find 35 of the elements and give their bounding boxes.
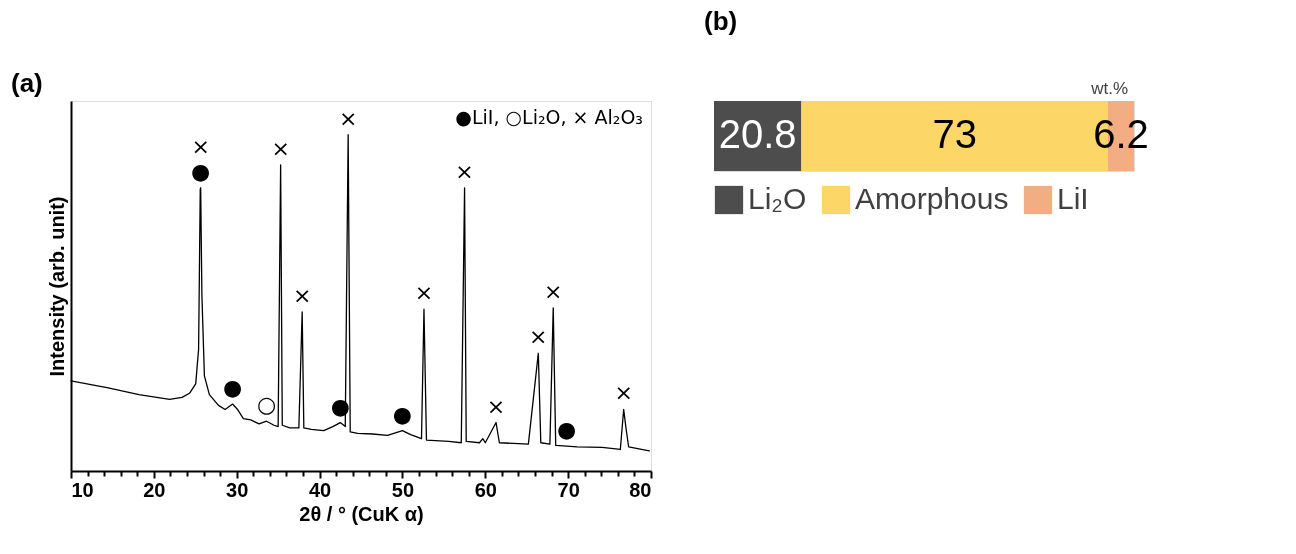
annotation: ● (191, 158, 211, 184)
y-axis-title: Intensity (arb. unit) (45, 196, 68, 377)
x-tick-label: 30 (226, 478, 249, 501)
annotation: × (292, 282, 312, 308)
annotation: × (486, 393, 506, 419)
text: wt.% (1090, 79, 1128, 98)
annotation: × (338, 105, 358, 131)
x-tick-label: 70 (557, 478, 580, 501)
annotation: ○ (256, 392, 277, 418)
legend-label: Amorphous (855, 182, 1009, 215)
annotation: ● (222, 375, 243, 401)
x-tick-label: 60 (474, 478, 497, 501)
x-tick-label: 20 (143, 478, 166, 501)
annotation: × (529, 324, 548, 350)
annotation: × (414, 280, 434, 306)
annotation: × (455, 158, 474, 184)
data-label: 73 (932, 112, 977, 156)
x-tick-label: 80 (629, 478, 652, 501)
annotation: ● (556, 417, 577, 443)
legend-label: Li₂O (748, 182, 807, 215)
x-tick-label: 40 (308, 478, 332, 501)
data-label: 6.2 (1093, 112, 1149, 156)
legend-label: LiI (1057, 182, 1089, 215)
annotation: ● (392, 401, 413, 427)
x-tick-label: 10 (71, 478, 94, 501)
annotation: × (191, 133, 210, 159)
chart-title: (b) (704, 6, 738, 36)
text: ●LiI, ○Li₂O, × Al₂O₃ (455, 106, 643, 128)
x-axis-title: 2θ / ° (CuK α) (299, 502, 424, 525)
annotation: × (544, 278, 563, 304)
data-label: 20.8 (718, 112, 797, 156)
annotation: × (271, 135, 290, 161)
annotation: × (614, 380, 633, 406)
chart-title: (a) (11, 68, 43, 98)
x-tick-label: 50 (391, 478, 415, 501)
